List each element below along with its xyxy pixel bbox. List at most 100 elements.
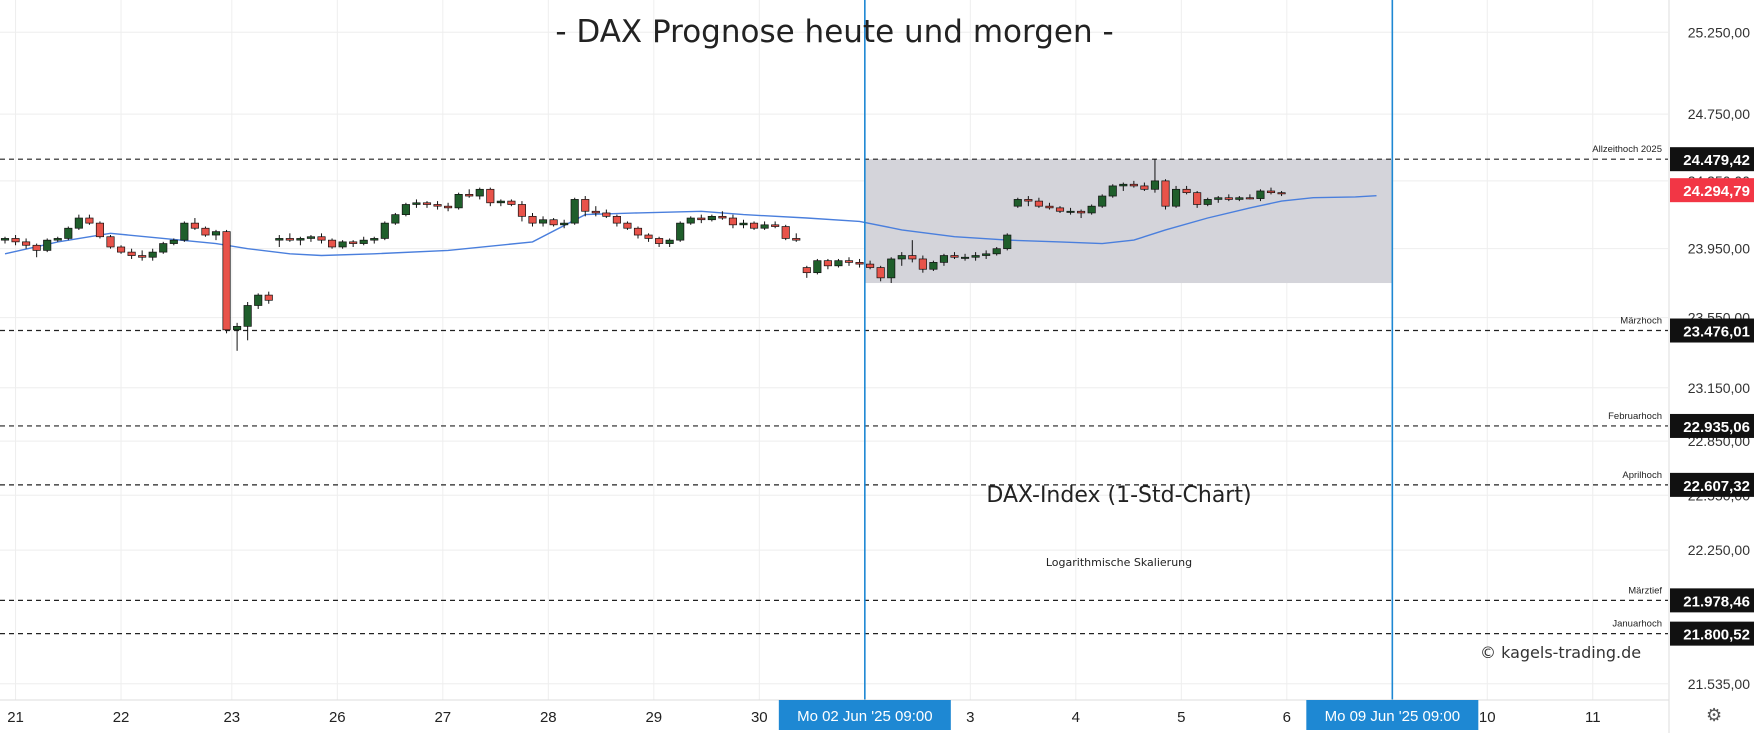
candle-body <box>359 239 368 244</box>
candle <box>190 218 199 230</box>
candle-body <box>1077 210 1086 214</box>
candle <box>296 236 305 246</box>
candle <box>243 302 252 341</box>
level-name-label: Februarhoch <box>1608 411 1662 422</box>
candle-body <box>866 263 875 268</box>
candle <box>222 229 231 334</box>
scale-note: Logarithmische Skalierung <box>1045 556 1193 569</box>
candle-body <box>95 222 105 238</box>
candle-body <box>328 239 337 248</box>
candle <box>728 214 738 229</box>
candle-body <box>612 215 621 224</box>
candle-body <box>475 188 484 197</box>
candle-body <box>781 226 790 239</box>
candle-body <box>74 217 83 229</box>
candle-body <box>1182 188 1191 194</box>
candle-body <box>581 199 590 212</box>
candle <box>1266 187 1276 195</box>
settings-gear-icon[interactable]: ⚙ <box>1706 705 1723 725</box>
candle-body <box>960 256 970 259</box>
candle-body <box>1171 188 1181 207</box>
candle <box>433 201 442 210</box>
candle <box>233 322 242 351</box>
candle-body <box>465 194 474 197</box>
candle-body <box>201 227 210 236</box>
candle <box>897 252 906 266</box>
candle-body <box>602 212 611 217</box>
candle-body <box>771 224 780 227</box>
candle-body <box>823 260 832 267</box>
candle <box>138 250 147 261</box>
candle <box>422 201 432 208</box>
candle <box>929 260 938 271</box>
price-tick-label: 21.535,00 <box>1688 676 1750 692</box>
candle <box>581 196 590 217</box>
price-tick-label: 23.950,00 <box>1688 241 1750 257</box>
candle <box>960 253 970 261</box>
candle-body <box>148 251 157 258</box>
candle-body <box>897 255 906 260</box>
candle <box>1235 196 1244 202</box>
candle <box>159 241 168 254</box>
candle <box>823 258 832 270</box>
candle-body <box>264 294 273 301</box>
candle <box>612 214 621 227</box>
candle-body <box>1224 197 1233 200</box>
time-tick-label: 22 <box>113 709 130 726</box>
candle <box>939 253 949 266</box>
candle <box>507 199 516 207</box>
candle <box>74 214 83 230</box>
candle-body <box>433 204 442 207</box>
candle-body <box>876 267 885 279</box>
candle-body <box>1140 185 1149 190</box>
candle-body <box>1277 192 1286 195</box>
time-marker-label: Mo 02 Jun '25 09:00 <box>797 708 932 725</box>
candle <box>454 192 463 210</box>
candle-body <box>169 239 178 244</box>
time-marker-lines <box>864 0 1394 700</box>
candle <box>201 226 210 237</box>
candle <box>676 221 685 242</box>
candle <box>560 219 569 229</box>
candle-body <box>106 236 115 248</box>
candle-body <box>338 241 347 248</box>
candle-body <box>1034 200 1043 207</box>
candle <box>475 187 484 200</box>
level-value-label: 21.800,52 <box>1683 627 1750 644</box>
candle-body <box>908 255 917 260</box>
candle-body <box>1235 197 1244 200</box>
candles <box>0 159 1286 351</box>
candle <box>602 209 611 219</box>
candle-body <box>233 325 242 331</box>
candle-body <box>1129 183 1138 187</box>
time-tick-label: 28 <box>540 709 557 726</box>
candle-body <box>422 202 432 205</box>
candle-body <box>591 210 600 214</box>
candle-body <box>971 255 980 258</box>
candle-body <box>1108 185 1117 197</box>
candle <box>1108 184 1117 198</box>
candle <box>992 246 1001 256</box>
candle <box>781 224 790 241</box>
candle-body <box>1013 199 1022 207</box>
candle-body <box>412 202 421 205</box>
candle-body <box>950 255 959 258</box>
price-tick-label: 24.750,00 <box>1688 106 1750 122</box>
candle-body <box>676 222 685 241</box>
candle-body <box>1119 183 1128 187</box>
candle-body <box>549 219 558 226</box>
level-value-badge <box>1670 588 1754 613</box>
candle-body <box>1003 234 1012 250</box>
candle-body <box>760 224 769 229</box>
candle <box>739 219 748 229</box>
price-tick-label: 23.150,00 <box>1688 380 1750 396</box>
current-price-label: 24.294,79 <box>1683 183 1750 200</box>
candle <box>918 255 927 273</box>
candle <box>169 238 178 246</box>
candle-body <box>1214 197 1223 200</box>
candle <box>465 189 474 198</box>
time-tick-label: 29 <box>645 709 662 726</box>
candle <box>1013 197 1022 208</box>
candle <box>887 257 896 284</box>
